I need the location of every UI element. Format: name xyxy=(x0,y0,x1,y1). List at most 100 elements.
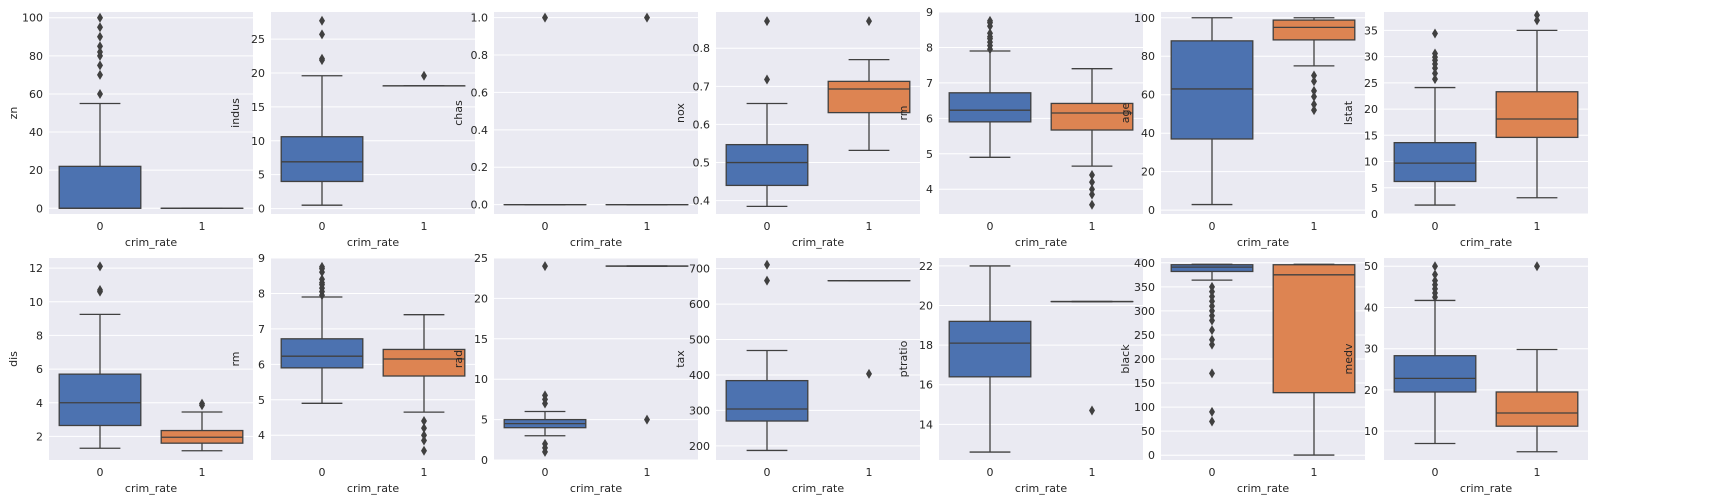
outlier-point xyxy=(644,12,650,23)
y-tick-label: 9 xyxy=(926,6,933,19)
outlier-point xyxy=(764,16,770,27)
outlier-point xyxy=(866,16,872,27)
y-tick-label: 0.6 xyxy=(693,118,711,131)
plot-area xyxy=(494,258,698,460)
outlier-point xyxy=(1432,74,1438,85)
y-tick-label: 10 xyxy=(29,296,43,309)
outlier-point xyxy=(97,60,103,71)
box-group-1 xyxy=(1050,300,1134,416)
x-axis-label: crim_rate xyxy=(125,236,177,249)
outlier-point xyxy=(421,430,427,441)
x-axis-label: crim_rate xyxy=(347,482,399,495)
y-axis-label: ptratio xyxy=(897,340,910,377)
outlier-point xyxy=(1432,68,1438,79)
y-tick-label: 0.0 xyxy=(471,199,489,212)
x-tick-label: 1 xyxy=(644,220,651,233)
y-tick-label: 6 xyxy=(36,363,43,376)
y-tick-label: 5 xyxy=(258,169,265,182)
outlier-point xyxy=(1311,85,1317,96)
y-tick-label: 2 xyxy=(36,430,43,443)
y-tick-label: 50 xyxy=(1141,425,1155,438)
box-group-0 xyxy=(1170,17,1254,206)
x-tick-label: 1 xyxy=(866,220,873,233)
plot-area xyxy=(271,12,475,214)
outlier-point xyxy=(542,446,548,457)
box xyxy=(948,320,1032,378)
y-tick-label: 0 xyxy=(1148,449,1155,462)
box-group-0 xyxy=(725,259,809,452)
box xyxy=(1050,102,1134,131)
box xyxy=(1393,355,1477,393)
box-group-1 xyxy=(827,280,911,379)
outlier-point xyxy=(764,275,770,286)
outlier-point xyxy=(199,398,205,409)
outlier-point xyxy=(1432,28,1438,39)
y-tick-label: 40 xyxy=(1364,301,1378,314)
y-tick-label: 5 xyxy=(481,414,488,427)
y-tick-label: 200 xyxy=(689,440,710,453)
y-tick-label: 0 xyxy=(1371,208,1378,221)
plot-area xyxy=(716,258,920,460)
box-group-0 xyxy=(948,265,1032,453)
y-tick-label: 0.8 xyxy=(471,49,489,62)
x-tick-label: 1 xyxy=(199,220,206,233)
box-group-1 xyxy=(1272,17,1356,116)
outlier-point xyxy=(1209,325,1215,336)
y-tick-label: 0.5 xyxy=(693,157,711,170)
x-tick-label: 0 xyxy=(1432,466,1439,479)
y-tick-label: 4 xyxy=(258,429,265,442)
y-tick-label: 30 xyxy=(1364,51,1378,64)
outlier-point xyxy=(319,274,325,285)
y-tick-label: 8 xyxy=(36,329,43,342)
outlier-point xyxy=(644,414,650,425)
box-group-0 xyxy=(725,16,809,208)
subplot-age: 0 20 40 60 80 100 0 1 crim_rate age xyxy=(1119,12,1365,249)
y-axis-label: rad xyxy=(452,350,465,368)
x-axis-label: crim_rate xyxy=(570,482,622,495)
x-tick-label: 1 xyxy=(421,220,428,233)
y-tick-label: 80 xyxy=(29,50,43,63)
outlier-point xyxy=(421,416,427,427)
outlier-point xyxy=(542,261,548,272)
y-tick-label: 20 xyxy=(1364,384,1378,397)
outlier-point xyxy=(764,259,770,270)
outlier-point xyxy=(97,88,103,99)
y-tick-label: 8 xyxy=(258,287,265,300)
outlier-point xyxy=(421,70,427,81)
box xyxy=(58,373,142,427)
subplot-nox: 0.4 0.5 0.6 0.7 0.8 0 1 crim_rate nox xyxy=(674,12,920,249)
y-tick-label: 0.2 xyxy=(471,161,489,174)
outlier-point xyxy=(1432,261,1438,272)
outlier-point xyxy=(421,435,427,446)
y-tick-label: 7 xyxy=(926,77,933,90)
y-axis-label: black xyxy=(1119,344,1132,374)
y-tick-label: 0.7 xyxy=(693,80,711,93)
box-group-0 xyxy=(58,261,142,449)
outlier-point xyxy=(1432,48,1438,59)
outlier-point xyxy=(1432,275,1438,286)
y-axis-label: nox xyxy=(674,103,687,123)
outlier-point xyxy=(97,12,103,23)
y-tick-label: 5 xyxy=(258,394,265,407)
outlier-point xyxy=(97,22,103,33)
box xyxy=(1393,141,1477,183)
outlier-point xyxy=(1311,70,1317,81)
outlier-point xyxy=(97,31,103,42)
x-tick-label: 0 xyxy=(1432,220,1439,233)
y-tick-label: 25 xyxy=(1364,77,1378,90)
x-tick-label: 1 xyxy=(1311,220,1318,233)
y-tick-label: 5 xyxy=(926,148,933,161)
y-tick-label: 0 xyxy=(258,203,265,216)
y-tick-label: 35 xyxy=(1364,24,1378,37)
box xyxy=(725,379,809,422)
y-tick-label: 10 xyxy=(1364,425,1378,438)
y-tick-label: 8 xyxy=(926,41,933,54)
outlier-point xyxy=(1209,315,1215,326)
box-group-0 xyxy=(280,261,364,404)
x-tick-label: 0 xyxy=(764,220,771,233)
y-tick-label: 0.4 xyxy=(471,124,489,137)
x-axis-label: crim_rate xyxy=(125,482,177,495)
box-group-0 xyxy=(58,12,142,209)
y-tick-label: 30 xyxy=(1364,343,1378,356)
